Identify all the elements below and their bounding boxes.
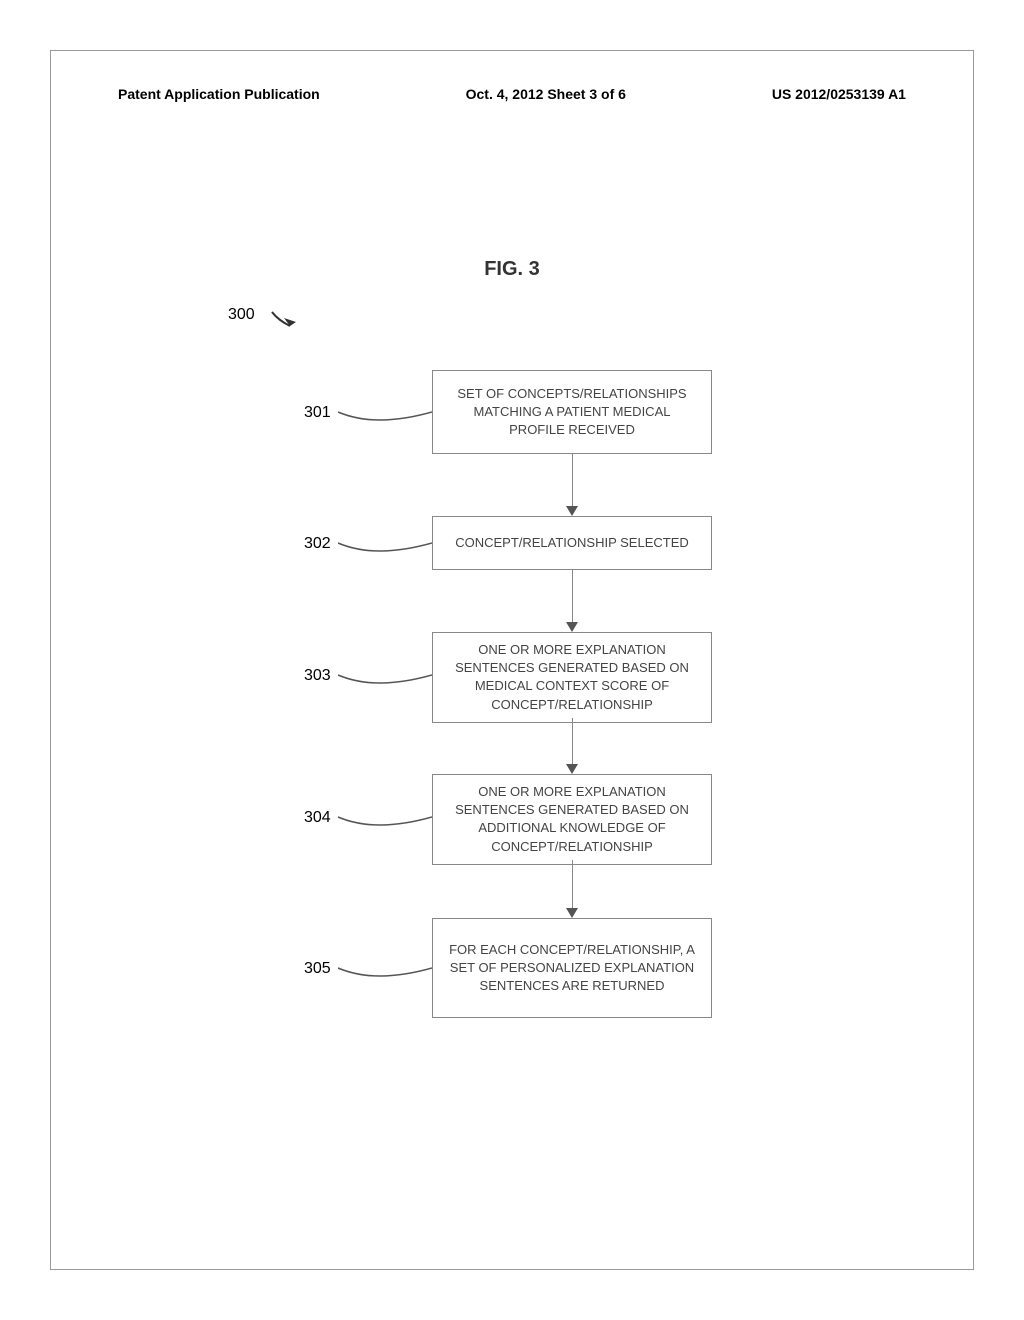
flowbox-302: CONCEPT/RELATIONSHIP SELECTED bbox=[432, 516, 712, 570]
page-header: Patent Application Publication Oct. 4, 2… bbox=[118, 86, 906, 102]
step-label-304: 304 bbox=[304, 809, 331, 827]
flowbox-304: ONE OR MORE EXPLANATION SENTENCES GENERA… bbox=[432, 774, 712, 865]
flow-connector bbox=[572, 570, 573, 622]
label-connector bbox=[338, 392, 432, 432]
step-label-305: 305 bbox=[304, 960, 331, 978]
step-label-303: 303 bbox=[304, 667, 331, 685]
step-label-302: 302 bbox=[304, 535, 331, 553]
label-connector bbox=[338, 948, 432, 988]
header-left: Patent Application Publication bbox=[118, 86, 320, 102]
label-connector bbox=[338, 655, 432, 695]
flowbox-text: CONCEPT/RELATIONSHIP SELECTED bbox=[455, 534, 689, 552]
flowbox-text: SET OF CONCEPTS/RELATIONSHIPS MATCHING A… bbox=[445, 385, 699, 440]
flow-connector bbox=[572, 454, 573, 506]
flowbox-text: ONE OR MORE EXPLANATION SENTENCES GENERA… bbox=[445, 783, 699, 856]
arrow-down-icon bbox=[566, 622, 578, 632]
figure-title: FIG. 3 bbox=[484, 258, 540, 281]
label-connector bbox=[338, 797, 432, 837]
step-label-301: 301 bbox=[304, 404, 331, 422]
flowbox-text: FOR EACH CONCEPT/RELATIONSHIP, A SET OF … bbox=[445, 941, 699, 996]
flowbox-301: SET OF CONCEPTS/RELATIONSHIPS MATCHING A… bbox=[432, 370, 712, 454]
header-right: US 2012/0253139 A1 bbox=[772, 86, 906, 102]
flowbox-text: ONE OR MORE EXPLANATION SENTENCES GENERA… bbox=[445, 641, 699, 714]
flow-connector bbox=[572, 718, 573, 764]
diagram-ref-number: 300 bbox=[228, 306, 255, 324]
flowbox-303: ONE OR MORE EXPLANATION SENTENCES GENERA… bbox=[432, 632, 712, 723]
ref-arrow-icon bbox=[270, 310, 300, 334]
flow-connector bbox=[572, 860, 573, 908]
flowbox-305: FOR EACH CONCEPT/RELATIONSHIP, A SET OF … bbox=[432, 918, 712, 1018]
label-connector bbox=[338, 523, 432, 563]
arrow-down-icon bbox=[566, 908, 578, 918]
header-center: Oct. 4, 2012 Sheet 3 of 6 bbox=[466, 86, 626, 102]
arrow-down-icon bbox=[566, 764, 578, 774]
arrow-down-icon bbox=[566, 506, 578, 516]
